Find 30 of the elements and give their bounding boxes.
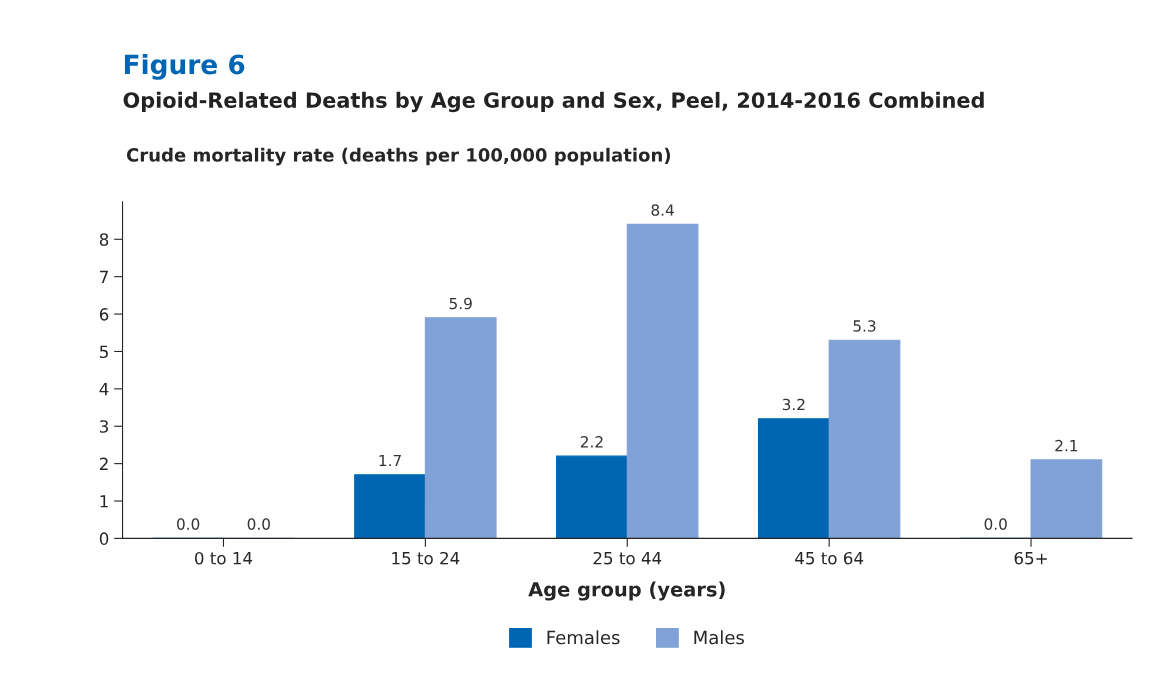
data-label: 0.0 (177, 518, 200, 530)
chart-subtitle: Opioid-Related Deaths by Age Group and Sex, Peel, 2014-2016 Combined (123, 91, 984, 113)
x-tick-label: 65+ (1014, 551, 1047, 565)
x-tick-label: 15 to 24 (392, 551, 460, 565)
y-axis-title: Crude mortality rate (deaths per 100,000 population) (126, 147, 671, 166)
data-label: 3.2 (782, 398, 805, 411)
data-label: 2.2 (580, 436, 603, 448)
y-tick-label: 4 (99, 383, 109, 396)
legend-label: Males (694, 630, 744, 645)
y-tick-label: 8 (99, 233, 109, 246)
y-tick-label: 2 (99, 457, 108, 470)
data-label: 5.9 (449, 297, 472, 310)
y-tick-label: 7 (100, 270, 108, 284)
legend-label: Females (547, 630, 620, 645)
data-label: 1.7 (379, 454, 401, 467)
data-label: 0.0 (984, 518, 1007, 530)
x-tick-label: 25 to 44 (593, 551, 662, 565)
x-tick-label: 0 to 14 (195, 551, 253, 565)
x-axis-title: Age group (years) (528, 581, 725, 601)
chart-title: Figure 6 (124, 53, 245, 80)
data-label: 2.1 (1055, 439, 1078, 452)
data-label: 8.4 (651, 204, 674, 216)
y-tick-label: 1 (100, 495, 108, 508)
y-tick-label: 6 (99, 308, 109, 321)
y-tick-label: 5 (100, 345, 108, 359)
data-label: 0.0 (247, 518, 270, 530)
data-label: 5.3 (853, 320, 876, 332)
x-tick-label: 45 to 64 (795, 551, 864, 565)
y-tick-label: 0 (99, 532, 109, 545)
y-tick-label: 3 (100, 420, 108, 433)
